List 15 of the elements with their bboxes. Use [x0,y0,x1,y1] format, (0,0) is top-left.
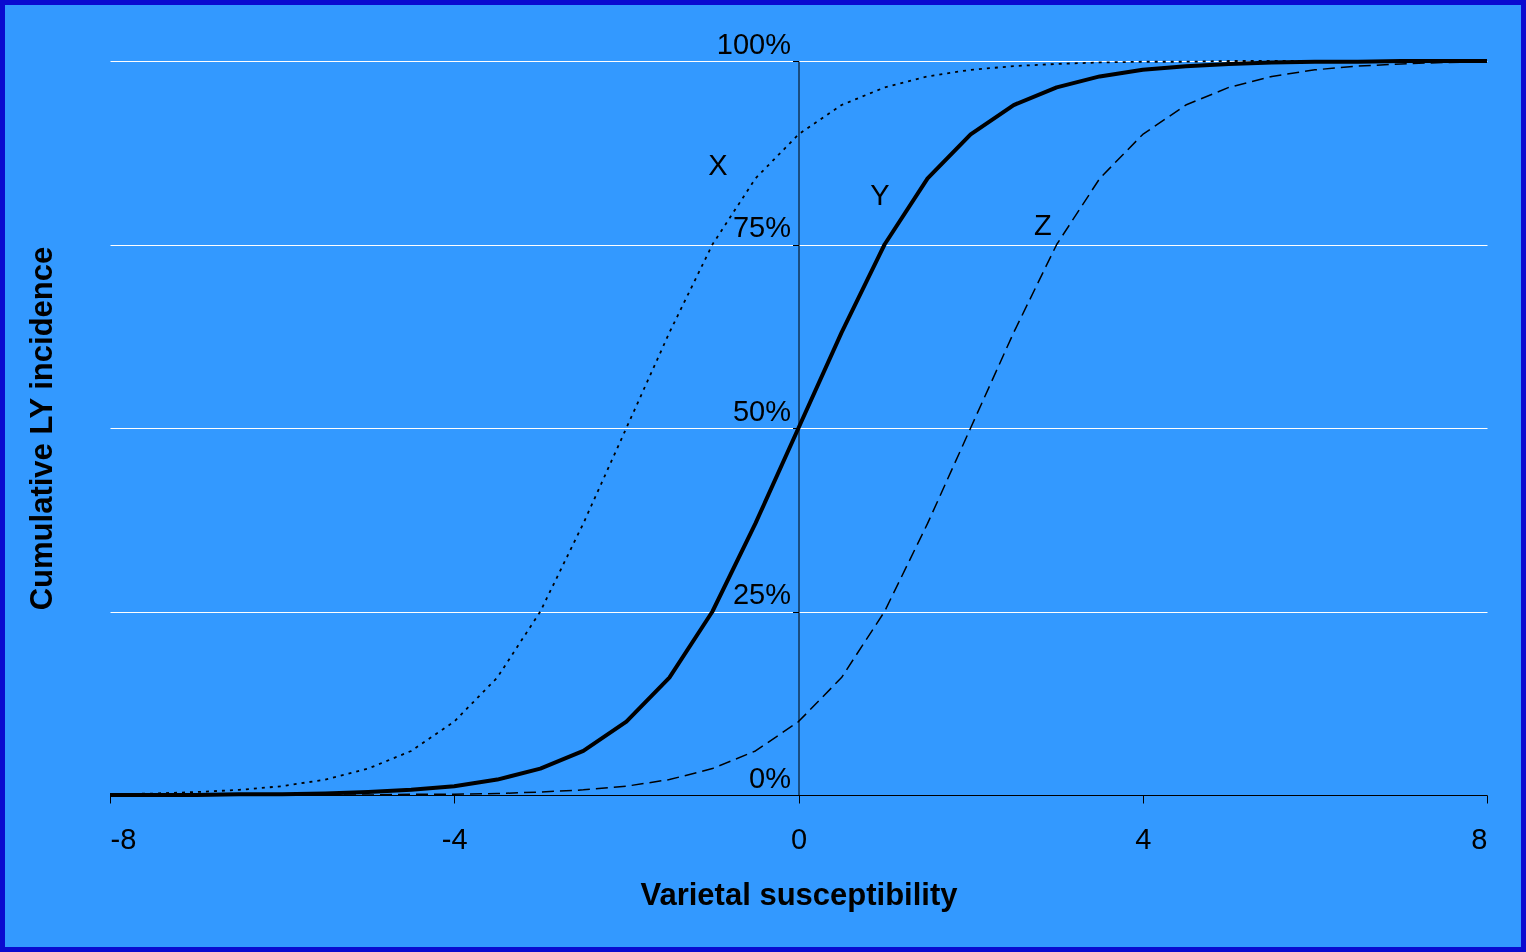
y-tick-label: 75% [732,211,791,243]
x-tick-label: -8 [110,822,137,855]
series-label: Z [1034,209,1052,242]
y-tick-label: 0% [749,761,791,794]
x-tick-label: 8 [1471,822,1488,855]
y-tick-label: 100% [716,27,791,60]
x-tick-label: 4 [1135,822,1152,855]
series-label: Y [870,179,890,212]
series-label: X [708,149,728,182]
y-tick-label: 50% [732,394,791,427]
y-axis-title: Cumulative LY incidence [23,246,59,611]
x-axis-title: Varietal susceptibility [640,876,959,912]
x-tick-label: -4 [441,822,468,855]
x-tick-label: 0 [790,822,808,855]
y-tick-label: 25% [732,578,791,610]
